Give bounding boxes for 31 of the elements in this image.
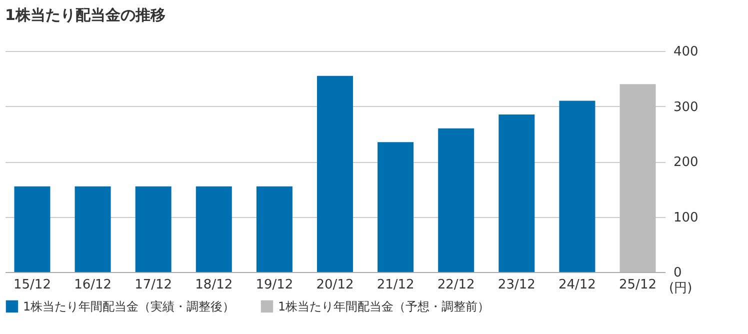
bar: [196, 186, 232, 272]
bar: [438, 128, 474, 272]
x-tick-label: 23/12: [498, 278, 536, 292]
x-tick-label: 25/12: [619, 278, 656, 292]
x-tick-label: 17/12: [134, 278, 172, 292]
x-tick-label: 19/12: [256, 278, 294, 292]
legend-label: 1株当たり年間配当金（実績・調整後）: [23, 299, 235, 314]
x-tick-label: 21/12: [376, 278, 414, 292]
x-tick-label: 18/12: [195, 278, 233, 292]
x-tick-label: 22/12: [437, 278, 475, 292]
y-tick-label: 300: [674, 100, 698, 115]
bar: [620, 84, 656, 272]
bar: [74, 186, 111, 272]
x-tick-label: 16/12: [74, 278, 112, 292]
chart-title: 1株当たり配当金の推移: [5, 6, 166, 24]
bar: [256, 186, 292, 272]
x-tick-label: 20/12: [316, 278, 354, 292]
bar: [498, 114, 535, 272]
y-tick-label: 400: [674, 44, 698, 60]
bar: [317, 76, 353, 272]
x-tick-label: 15/12: [14, 278, 51, 292]
bar: [14, 186, 50, 272]
bar: [135, 186, 172, 272]
y-tick-label: 100: [674, 210, 698, 226]
y-axis-title: (円): [669, 281, 692, 296]
y-tick-label: 200: [674, 155, 698, 170]
bar: [559, 100, 596, 272]
legend-label: 1株当たり年間配当金（予想・調整前）: [278, 299, 490, 314]
x-tick-label: 24/12: [558, 278, 596, 292]
y-tick-label: 0: [674, 266, 682, 280]
bar: [378, 142, 414, 272]
